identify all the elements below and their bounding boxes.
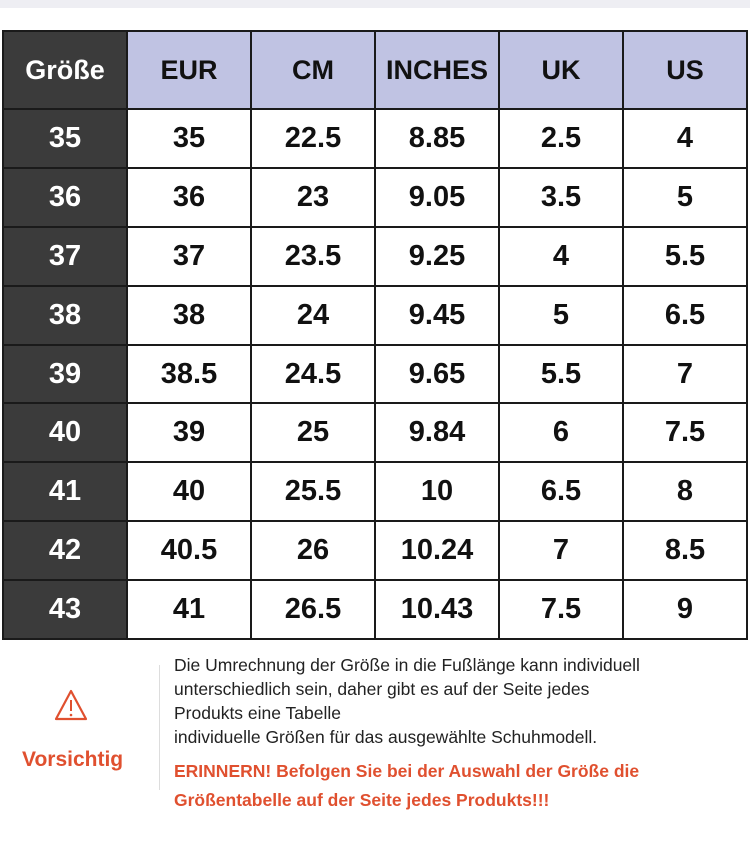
caution-label: Vorsichtig (22, 748, 124, 771)
table-cell: 35 (126, 108, 252, 169)
table-cell: 10 (374, 461, 500, 523)
note-line: Die Umrechnung der Größe in die Fußlänge… (174, 655, 640, 675)
table-cell: 9.45 (374, 284, 500, 346)
table-row: 42 40.5 26 10.24 7 8.5 (2, 520, 748, 582)
table-cell: 9.05 (374, 166, 500, 228)
size-label-cell: 39 (2, 343, 128, 405)
size-label-cell: 37 (2, 225, 128, 287)
table-cell: 6.5 (622, 284, 748, 346)
table-cell: 9 (622, 579, 748, 641)
column-header: EUR (126, 30, 252, 110)
size-label-cell: 41 (2, 461, 128, 523)
column-header: UK (498, 30, 624, 110)
warning-line: Größentabelle auf der Seite jedes Produk… (174, 790, 550, 810)
table-cell: 36 (126, 166, 252, 228)
divider (159, 665, 160, 790)
table-cell: 9.84 (374, 402, 500, 464)
warning-triangle-icon (54, 689, 88, 721)
table-cell: 10.24 (374, 520, 500, 582)
table-cell: 40 (126, 461, 252, 523)
table-cell: 3.5 (498, 166, 624, 228)
table-cell: 4 (622, 108, 748, 169)
table-cell: 38.5 (126, 343, 252, 405)
warning-line: ERINNERN! Befolgen Sie bei der Auswahl d… (174, 761, 640, 781)
note-text: Die Umrechnung der Größe in die Fußlänge… (174, 653, 744, 749)
table-cell: 10.43 (374, 579, 500, 641)
table-cell: 7.5 (622, 402, 748, 464)
table-cell: 26.5 (250, 579, 376, 641)
table-row: 41 40 25.5 10 6.5 8 (2, 461, 748, 523)
table-cell: 26 (250, 520, 376, 582)
table-row: 38 38 24 9.45 5 6.5 (2, 284, 748, 346)
size-label-cell: 40 (2, 402, 128, 464)
table-cell: 37 (126, 225, 252, 287)
size-label-cell: 35 (2, 108, 128, 169)
table-cell: 24.5 (250, 343, 376, 405)
column-header: US (622, 30, 748, 110)
table-cell: 9.25 (374, 225, 500, 287)
note-line: individuelle Größen für das ausgewählte … (174, 727, 598, 747)
table-cell: 8.85 (374, 108, 500, 169)
size-label-cell: 42 (2, 520, 128, 582)
table-cell: 23 (250, 166, 376, 228)
table-cell: 2.5 (498, 108, 624, 169)
note-line: Produkts eine Tabelle (174, 703, 342, 723)
size-label-cell: 36 (2, 166, 128, 228)
table-cell: 5.5 (622, 225, 748, 287)
table-cell: 5 (498, 284, 624, 346)
table-row: 40 39 25 9.84 6 7.5 (2, 402, 748, 464)
table-cell: 40.5 (126, 520, 252, 582)
table-cell: 7 (622, 343, 748, 405)
table-cell: 25 (250, 402, 376, 464)
table-cell: 8.5 (622, 520, 748, 582)
table-cell: 8 (622, 461, 748, 523)
size-label-cell: 43 (2, 579, 128, 641)
table-row: 37 37 23.5 9.25 4 5.5 (2, 225, 748, 287)
table-cell: 6 (498, 402, 624, 464)
column-header: CM (250, 30, 376, 110)
table-cell: 5.5 (498, 343, 624, 405)
note-line: unterschiedlich sein, daher gibt es auf … (174, 679, 590, 699)
header-row: Größe EUR CM INCHES UK US (2, 30, 748, 110)
table-cell: 25.5 (250, 461, 376, 523)
table-row: 35 35 22.5 8.85 2.5 4 (2, 108, 748, 169)
column-header: Größe (2, 30, 128, 110)
warning-text: ERINNERN! Befolgen Sie bei der Auswahl d… (174, 757, 744, 815)
size-chart-table: Größe EUR CM INCHES UK US 35 35 22.5 8.85 2.5 4 36 3… (2, 30, 748, 641)
table-cell: 41 (126, 579, 252, 641)
table-cell: 5 (622, 166, 748, 228)
table-cell: 24 (250, 284, 376, 346)
table-row: 43 41 26.5 10.43 7.5 9 (2, 579, 748, 641)
table-cell: 7 (498, 520, 624, 582)
table-cell: 7.5 (498, 579, 624, 641)
size-label-cell: 38 (2, 284, 128, 346)
table-cell: 22.5 (250, 108, 376, 169)
column-header: INCHES (374, 30, 500, 110)
table-cell: 6.5 (498, 461, 624, 523)
table-cell: 38 (126, 284, 252, 346)
top-bar (0, 0, 750, 8)
table-row: 39 38.5 24.5 9.65 5.5 7 (2, 343, 748, 405)
table-cell: 9.65 (374, 343, 500, 405)
table-cell: 4 (498, 225, 624, 287)
table-row: 36 36 23 9.05 3.5 5 (2, 166, 748, 228)
table-cell: 39 (126, 402, 252, 464)
table-cell: 23.5 (250, 225, 376, 287)
